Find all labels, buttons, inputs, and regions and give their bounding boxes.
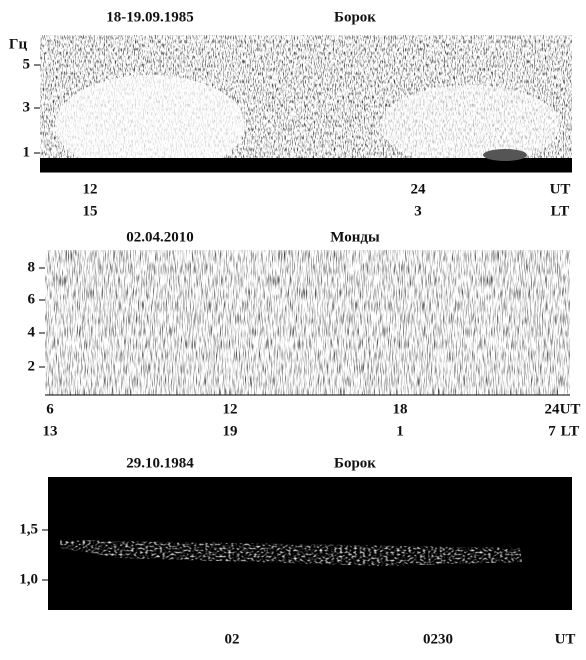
y-tick-label: 1,5 [19,521,38,537]
ut-tick-label: 02 [225,631,240,647]
y-tick-label: 1 [23,144,31,160]
panel-station: Монды [330,229,380,245]
lt-tick-label: 15 [83,203,98,219]
panel-station: Борок [334,9,376,25]
panel-date: 29.10.1984 [126,455,194,471]
y-tick-label: 3 [23,99,31,115]
y-tick-label: 1,0 [19,571,38,587]
lt-tick-label: 3 [414,203,422,219]
lt-tick-label: 13 [43,423,58,439]
y-tick-label: 4 [28,324,36,340]
ut-tick-label: 0230 [423,631,453,647]
ut-tick-label: 24 [411,181,427,197]
y-tick-label: 8 [28,259,36,275]
y-tick-label: 2 [28,358,36,374]
ut-tick-label: 24 [545,401,561,417]
ut-tick-label: 12 [83,181,98,197]
y-axis-label: Гц [9,36,28,52]
ut-label: UT [555,631,576,647]
y-tick-label: 5 [23,56,31,72]
spectrogram-1 [40,35,572,175]
ut-tick-label: 6 [46,401,54,417]
ut-tick-label: 18 [393,401,408,417]
ut-label: UT [560,401,581,417]
panel-date: 18-19.09.1985 [106,9,194,25]
panel-station: Борок [334,455,376,471]
lt-tick-label: 1 [396,423,404,439]
spectrogram-3 [48,477,572,610]
panel-date: 02.04.2010 [126,229,194,245]
ut-tick-label: 12 [223,401,238,417]
lt-label: LT [561,423,580,439]
spectrogram-2 [45,250,570,396]
lt-label: LT [551,203,570,219]
ut-label: UT [550,181,571,197]
lt-tick-label: 7 [548,423,556,439]
y-tick-label: 6 [28,291,36,307]
lt-tick-label: 19 [223,423,238,439]
